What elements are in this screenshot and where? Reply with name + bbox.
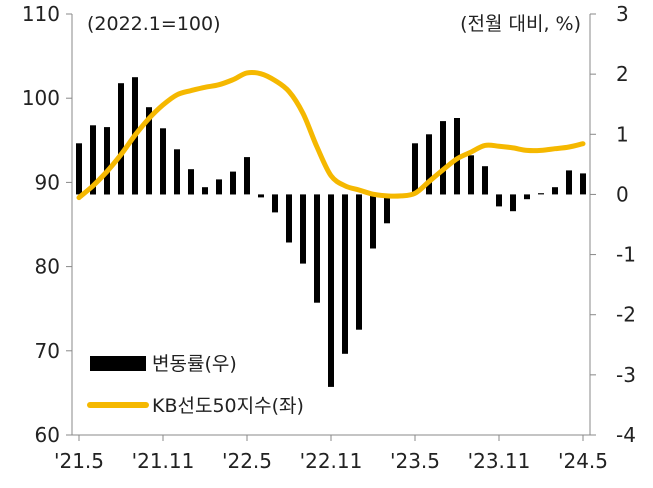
legend-bar-label: 변동률(우) — [152, 353, 237, 375]
bar-series — [76, 77, 586, 387]
bar-26 — [440, 121, 446, 195]
bar-11 — [230, 171, 236, 195]
x-tick-label-4: '23.5 — [390, 449, 440, 473]
legend-line-label: KB선도50지수(좌) — [152, 395, 304, 417]
bar-5 — [146, 107, 152, 195]
bar-18 — [328, 194, 334, 387]
axes: 60 70 80 90 100 110 -4 -3 -2 -1 0 1 2 3 '21.5 '21.11 '22… — [22, 2, 636, 473]
left-tick-label-2: 80 — [35, 255, 60, 279]
left-tick-label-0: 60 — [35, 423, 60, 447]
bar-33 — [538, 193, 544, 195]
bar-3 — [118, 83, 124, 195]
series-line-kb50 — [76, 69, 586, 201]
bar-36 — [580, 173, 586, 195]
left-tick-label-4: 100 — [22, 86, 60, 110]
x-tick-label-3: '22.11 — [300, 449, 363, 473]
right-tick-label-7: 3 — [616, 2, 629, 26]
bar-35 — [566, 170, 572, 195]
bar-1 — [90, 125, 96, 195]
bar-12 — [244, 157, 250, 195]
bar-20 — [356, 194, 362, 330]
x-tick-label-0: '21.5 — [54, 449, 104, 473]
bar-2 — [104, 127, 110, 195]
bar-21 — [370, 194, 376, 249]
bar-31 — [510, 194, 516, 212]
x-tick-label-5: '23.11 — [468, 449, 531, 473]
right-tick-label-6: 2 — [616, 62, 629, 86]
bar-25 — [426, 134, 432, 195]
bar-17 — [314, 194, 320, 303]
bar-0 — [76, 143, 82, 195]
bar-24 — [412, 143, 418, 195]
line-series-layer — [76, 69, 586, 201]
bar-7 — [174, 149, 180, 195]
x-tick-label-2: '22.5 — [222, 449, 272, 473]
x-tick-label-1: '21.11 — [132, 449, 195, 473]
bar-32 — [524, 194, 530, 200]
right-axis-note: (전월 대비, %) — [460, 13, 581, 35]
bar-16 — [300, 194, 306, 264]
left-tick-label-3: 90 — [35, 170, 60, 194]
right-tick-label-0: -4 — [616, 423, 636, 447]
right-tick-label-5: 1 — [616, 122, 629, 146]
bar-6 — [160, 128, 166, 195]
bar-30 — [496, 194, 502, 207]
bar-14 — [272, 194, 278, 213]
right-tick-label-2: -2 — [616, 303, 636, 327]
right-tick-label-3: -1 — [616, 243, 636, 267]
bar-28 — [468, 155, 474, 195]
left-tick-label-1: 70 — [35, 339, 60, 363]
x-tick-label-6: '24.5 — [558, 449, 608, 473]
right-tick-label-4: 0 — [616, 182, 629, 206]
bar-8 — [188, 169, 194, 195]
legend: 변동률(우) KB선도50지수(좌) — [87, 353, 304, 417]
bar-9 — [202, 187, 208, 195]
bar-34 — [552, 187, 558, 195]
legend-bar-swatch — [90, 356, 146, 371]
bar-22 — [384, 194, 390, 224]
right-tick-label-1: -3 — [616, 363, 636, 387]
bar-29 — [482, 166, 488, 195]
bar-15 — [286, 194, 292, 243]
bar-19 — [342, 194, 348, 354]
bar-13 — [258, 194, 264, 198]
left-axis-note: (2022.1=100) — [87, 13, 221, 35]
left-tick-label-5: 110 — [22, 2, 60, 26]
bar-10 — [216, 179, 222, 195]
